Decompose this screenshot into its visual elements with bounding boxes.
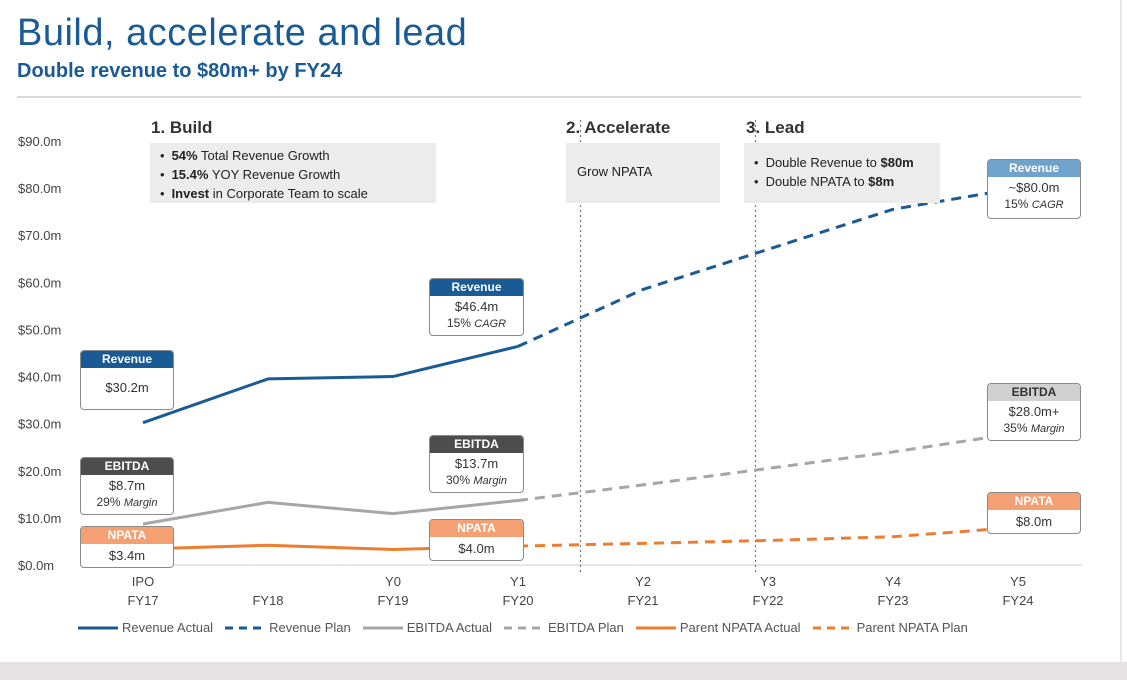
- lead-bullet: Double NPATA to $8m: [754, 172, 940, 191]
- ebitda-y5-callout: EBITDA $28.0m+ 35% Margin: [987, 383, 1081, 441]
- legend-item: Parent NPATA Plan: [812, 620, 968, 635]
- series-line-revenue-actual: [142, 344, 519, 425]
- y-tick-label: $10.0m: [18, 511, 61, 526]
- legend-item: EBITDA Plan: [504, 620, 624, 635]
- x-tick-label: FY23: [877, 593, 908, 608]
- phase-accelerate-label: 2. Accelerate: [566, 118, 671, 137]
- series-line-revenue-plan: [517, 186, 1019, 348]
- y-tick-label: $20.0m: [18, 464, 61, 479]
- x-tick-label: FY21: [627, 593, 658, 608]
- ebitda-y1-callout: EBITDA $13.7m 30% Margin: [429, 435, 524, 493]
- phase-accelerate-box: Grow NPATA: [566, 143, 720, 203]
- y-tick-label: $90.0m: [18, 134, 61, 149]
- y-tick-label: $70.0m: [18, 228, 61, 243]
- legend-swatch: [812, 626, 853, 629]
- x-tick-label: FY18: [252, 593, 283, 608]
- npata-y5-callout: NPATA $8.0m: [987, 492, 1081, 534]
- build-bullet: 15.4% YOY Revenue Growth: [160, 165, 436, 184]
- legend-swatch: [225, 626, 266, 629]
- x-tick-label: Y2: [635, 574, 651, 589]
- y-tick-label: $40.0m: [18, 370, 61, 385]
- revenue-y1-callout: Revenue $46.4m 15% CAGR: [429, 278, 524, 336]
- revenue-ipo-callout: Revenue $30.2m: [80, 350, 174, 410]
- y-tick-label: $80.0m: [18, 181, 61, 196]
- y-tick-label: $30.0m: [18, 417, 61, 432]
- npata-y1-callout: NPATA $4.0m: [429, 519, 524, 561]
- series-line-ebitda-actual: [142, 498, 519, 526]
- x-tick-label: Y3: [760, 574, 776, 589]
- x-tick-label: Y0: [385, 574, 401, 589]
- y-tick-label: $0.0m: [18, 558, 54, 573]
- x-tick-label: FY24: [1002, 593, 1033, 608]
- phase-lead-label: 3. Lead: [746, 118, 805, 137]
- x-tick-label: FY20: [502, 593, 533, 608]
- accelerate-text: Grow NPATA: [577, 164, 653, 179]
- legend-swatch: [78, 626, 118, 629]
- series-line-ebitda-plan: [517, 431, 1019, 502]
- npata-ipo-callout: NPATA $3.4m: [80, 526, 174, 568]
- page-subtitle: Double revenue to $80m+ by FY24: [17, 60, 343, 82]
- legend-item: Revenue Plan: [225, 620, 351, 635]
- series-line-parent-npata-plan: [517, 525, 1019, 548]
- phase-build-box: 54% Total Revenue Growth 15.4% YOY Reven…: [150, 143, 436, 203]
- legend-item: Revenue Actual: [78, 620, 213, 635]
- x-tick-label: IPO: [132, 574, 154, 589]
- legend-swatch: [362, 626, 403, 629]
- phase-build-label: 1. Build: [151, 118, 213, 137]
- x-tick-label: Y4: [885, 574, 901, 589]
- slide-edge: [1120, 0, 1122, 662]
- phase-lead-box: Double Revenue to $80m Double NPATA to $…: [744, 143, 940, 203]
- chart-legend: Revenue Actual Revenue Plan EBITDA Actua…: [78, 620, 980, 635]
- build-bullet: Invest in Corporate Team to scale: [160, 184, 436, 203]
- legend-item: Parent NPATA Actual: [635, 620, 801, 635]
- legend-item: EBITDA Actual: [362, 620, 492, 635]
- build-bullet: 54% Total Revenue Growth: [160, 146, 436, 165]
- y-tick-label: $50.0m: [18, 322, 61, 337]
- y-tick-label: $60.0m: [18, 275, 61, 290]
- x-tick-label: FY19: [377, 593, 408, 608]
- x-tick-label: FY17: [127, 593, 158, 608]
- x-tick-label: Y1: [510, 574, 526, 589]
- legend-swatch: [504, 626, 545, 629]
- x-tick-label: Y5: [1010, 574, 1026, 589]
- title-divider: [17, 96, 1081, 98]
- legend-swatch: [635, 626, 676, 629]
- ebitda-ipo-callout: EBITDA $8.7m 29% Margin: [80, 457, 174, 515]
- page-title: Build, accelerate and lead: [17, 12, 468, 54]
- lead-bullet: Double Revenue to $80m: [754, 153, 940, 172]
- revenue-y5-callout: Revenue ~$80.0m 15% CAGR: [987, 159, 1081, 219]
- x-tick-label: FY22: [752, 593, 783, 608]
- footer-band: [0, 662, 1127, 680]
